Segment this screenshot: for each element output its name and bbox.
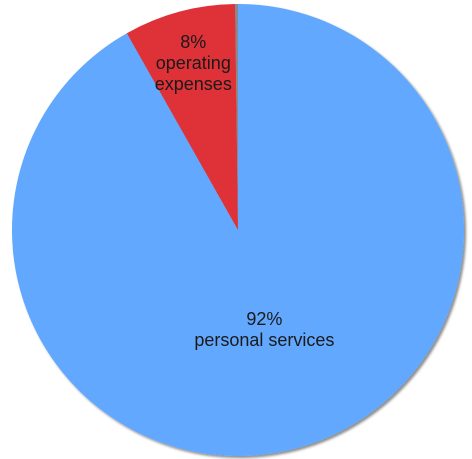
pie-label-category-personal-services: personal services (194, 330, 334, 350)
pie-label-percent-operating-expenses: 8% (180, 32, 206, 52)
pie-label-category-operating-expenses: expenses (155, 74, 232, 94)
pie-label-percent-personal-services: 92% (246, 309, 282, 329)
pie-label-category-operating-expenses: operating (156, 53, 231, 73)
pie-slice-personal-services (11, 4, 464, 456)
pie-slice-minor (235, 4, 238, 230)
pie-slice-operating-expenses (126, 4, 238, 230)
pie-slices (11, 4, 464, 456)
